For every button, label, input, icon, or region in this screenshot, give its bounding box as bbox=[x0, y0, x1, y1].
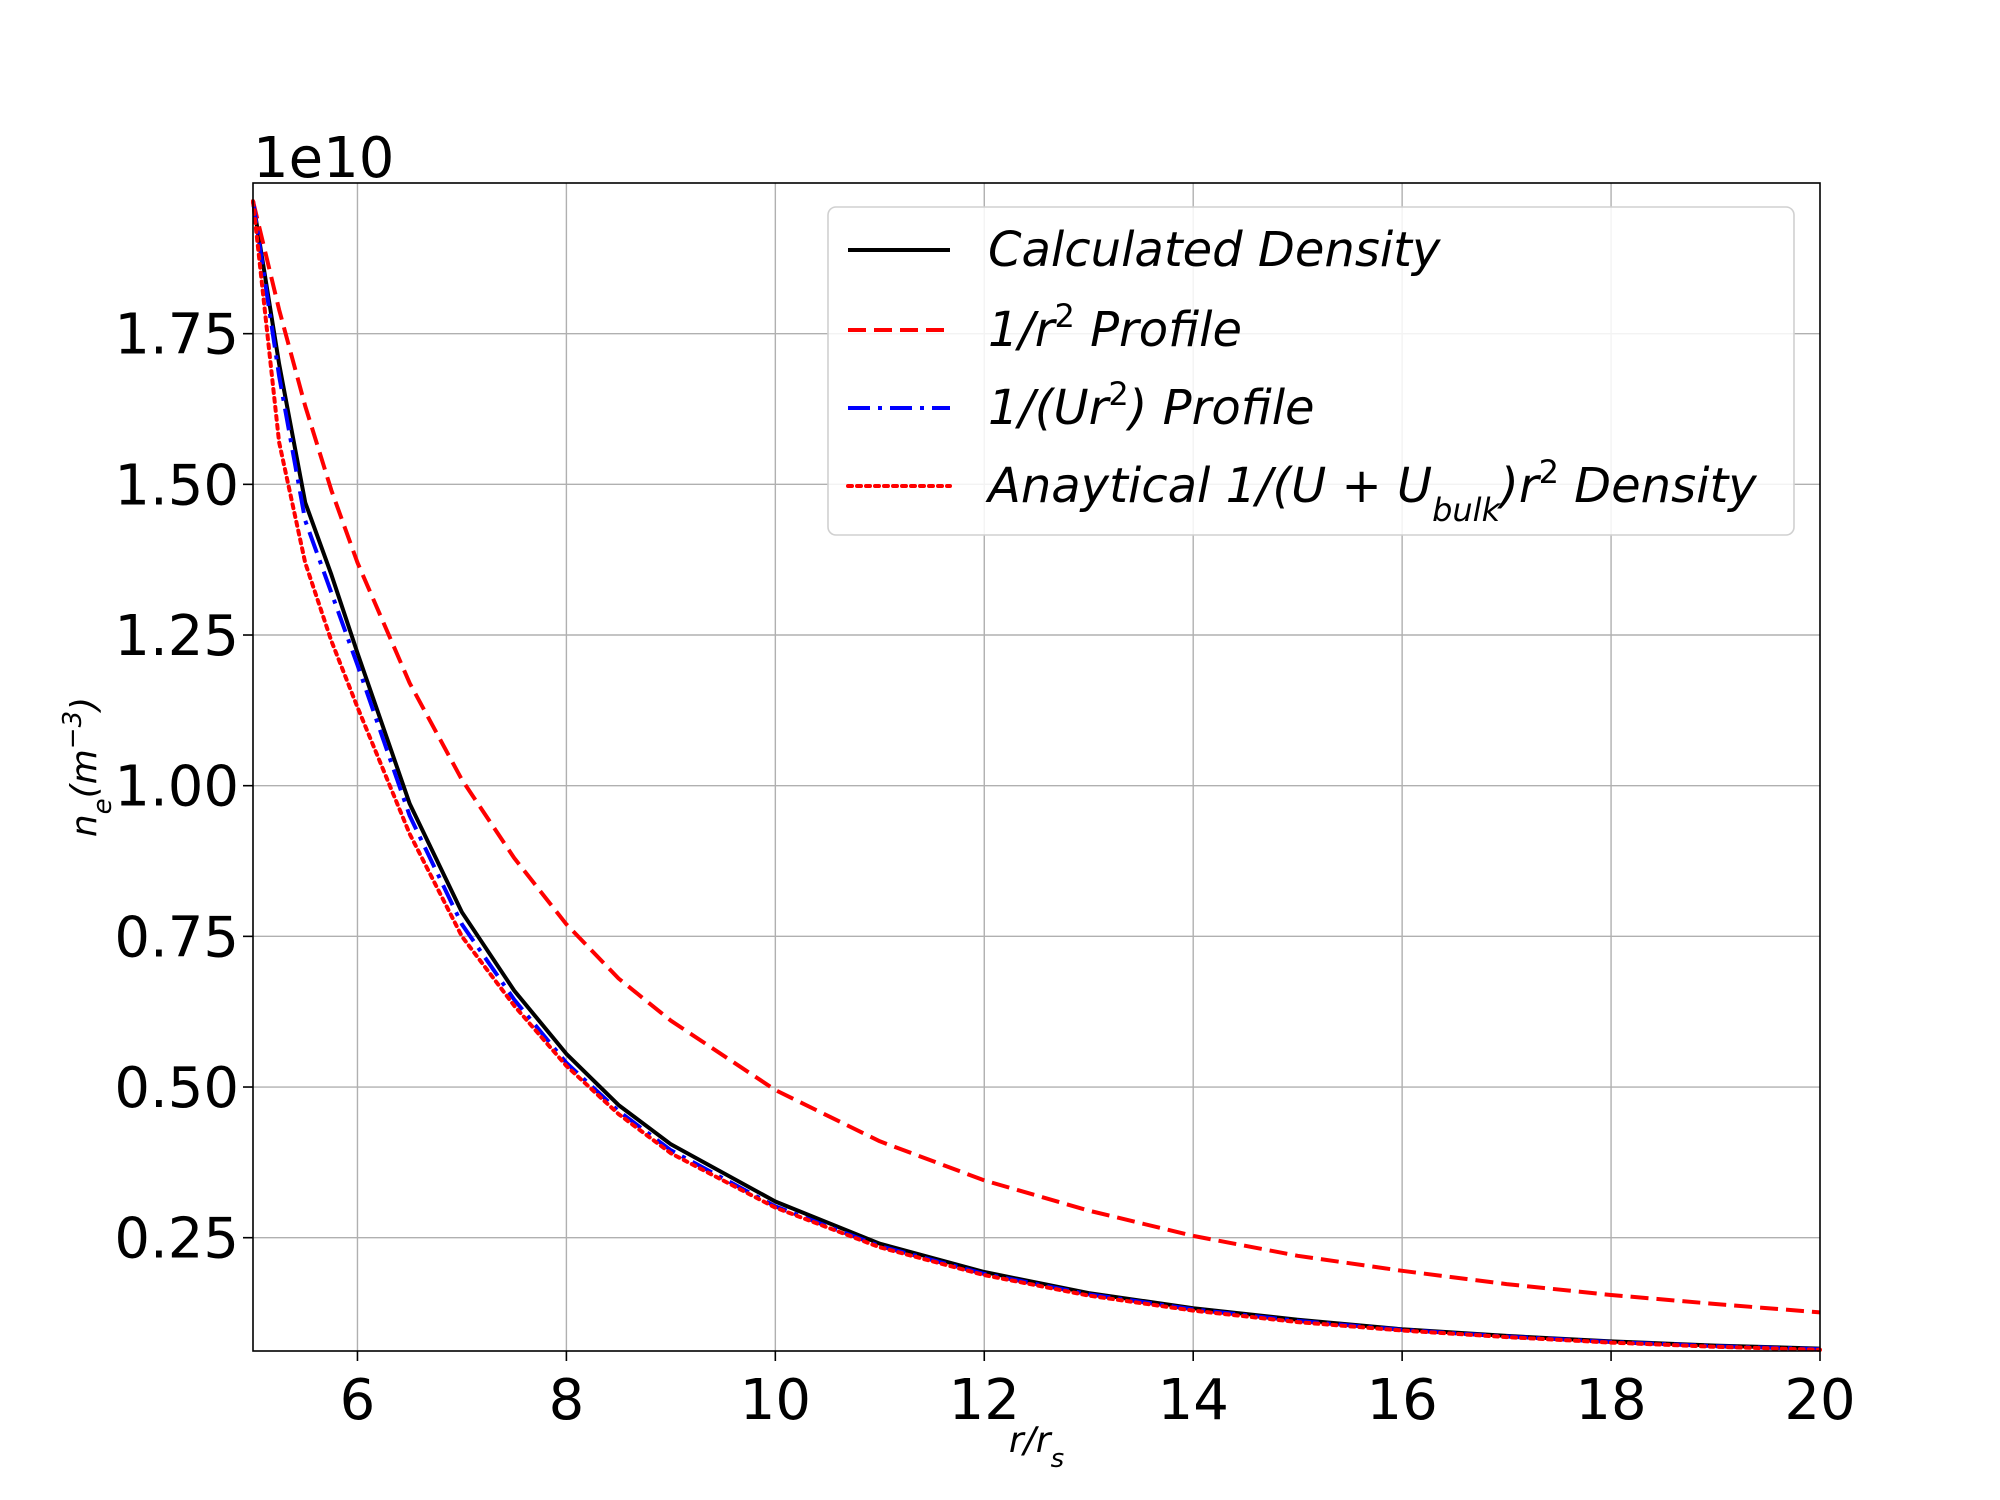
y-axis-label-rest: (m bbox=[64, 749, 105, 798]
legend-entry-part: Anaytical 1/(U + U bbox=[985, 458, 1432, 514]
series-layer bbox=[251, 199, 1822, 1352]
legend-entry-part: Profile bbox=[1075, 302, 1242, 358]
legend-entry-part: 1/(Ur bbox=[988, 380, 1112, 436]
x-axis-label: r/rs bbox=[1009, 1420, 1064, 1474]
x-tick-label: 10 bbox=[740, 1368, 811, 1433]
x-tick-label: 14 bbox=[1158, 1368, 1229, 1433]
legend-entry-part: 1/r bbox=[988, 302, 1058, 358]
y-tick-label: 1.75 bbox=[114, 303, 239, 368]
x-tick-label: 12 bbox=[949, 1368, 1020, 1433]
legend-entry-part: 2 bbox=[1539, 453, 1559, 491]
y-tick-label: 0.25 bbox=[114, 1207, 239, 1272]
x-tick-labels: 6 8 10 12 14 16 18 20 bbox=[340, 1368, 1856, 1433]
legend-entry-0: Calculated Density bbox=[988, 222, 1441, 278]
y-axis-label-sub: e bbox=[88, 798, 118, 814]
legend-entry-3: Anaytical 1/(U + Ubulk)r2 Density bbox=[985, 453, 1757, 529]
y-tick-label: 1.25 bbox=[114, 604, 239, 669]
y-tick-label: 0.75 bbox=[114, 905, 239, 970]
x-tick-label: 16 bbox=[1367, 1368, 1438, 1433]
x-axis-label-base: r/r bbox=[1009, 1420, 1053, 1461]
y-axis-label-close: ) bbox=[64, 697, 105, 714]
axes-frame bbox=[252, 182, 1821, 1352]
x-axis-label-sub: s bbox=[1051, 1444, 1065, 1474]
tick-marks bbox=[243, 332, 1821, 1361]
series-line-3 bbox=[251, 199, 1822, 1352]
legend-entry-part: 2 bbox=[1108, 375, 1128, 413]
x-tick-label: 6 bbox=[340, 1368, 376, 1433]
y-tick-label: 0.50 bbox=[114, 1056, 239, 1121]
x-tick-label: 18 bbox=[1575, 1368, 1646, 1433]
y-axis-label-sup: −3 bbox=[58, 711, 88, 749]
legend-entry-part: 2 bbox=[1054, 297, 1074, 335]
y-tick-label: 1.50 bbox=[114, 453, 239, 518]
legend-box bbox=[827, 206, 1795, 536]
y-tick-label: 1.00 bbox=[114, 755, 239, 820]
y-tick-labels: 0.25 0.50 0.75 1.00 1.25 1.50 1.75 bbox=[114, 303, 239, 1272]
x-tick-label: 8 bbox=[549, 1368, 585, 1433]
legend-entry-part: ) Profile bbox=[1126, 380, 1315, 436]
y-axis-label: ne(m−3) bbox=[58, 697, 118, 837]
legend-entry-part: Calculated Density bbox=[988, 222, 1441, 278]
legend-entry-part: Density bbox=[1559, 458, 1757, 514]
legend-entry-part: )r bbox=[1497, 458, 1542, 514]
y-axis-label-base: n bbox=[64, 814, 105, 837]
legend-entry-1: 1/r2 Profile bbox=[988, 297, 1242, 358]
series-line-1 bbox=[251, 200, 1821, 1315]
x-tick-label: 20 bbox=[1784, 1368, 1855, 1433]
legend-entry-2: 1/(Ur2) Profile bbox=[988, 375, 1315, 436]
legend-entry-part: bulk bbox=[1432, 491, 1501, 529]
y-scale-factor: 1e10 bbox=[253, 126, 394, 191]
